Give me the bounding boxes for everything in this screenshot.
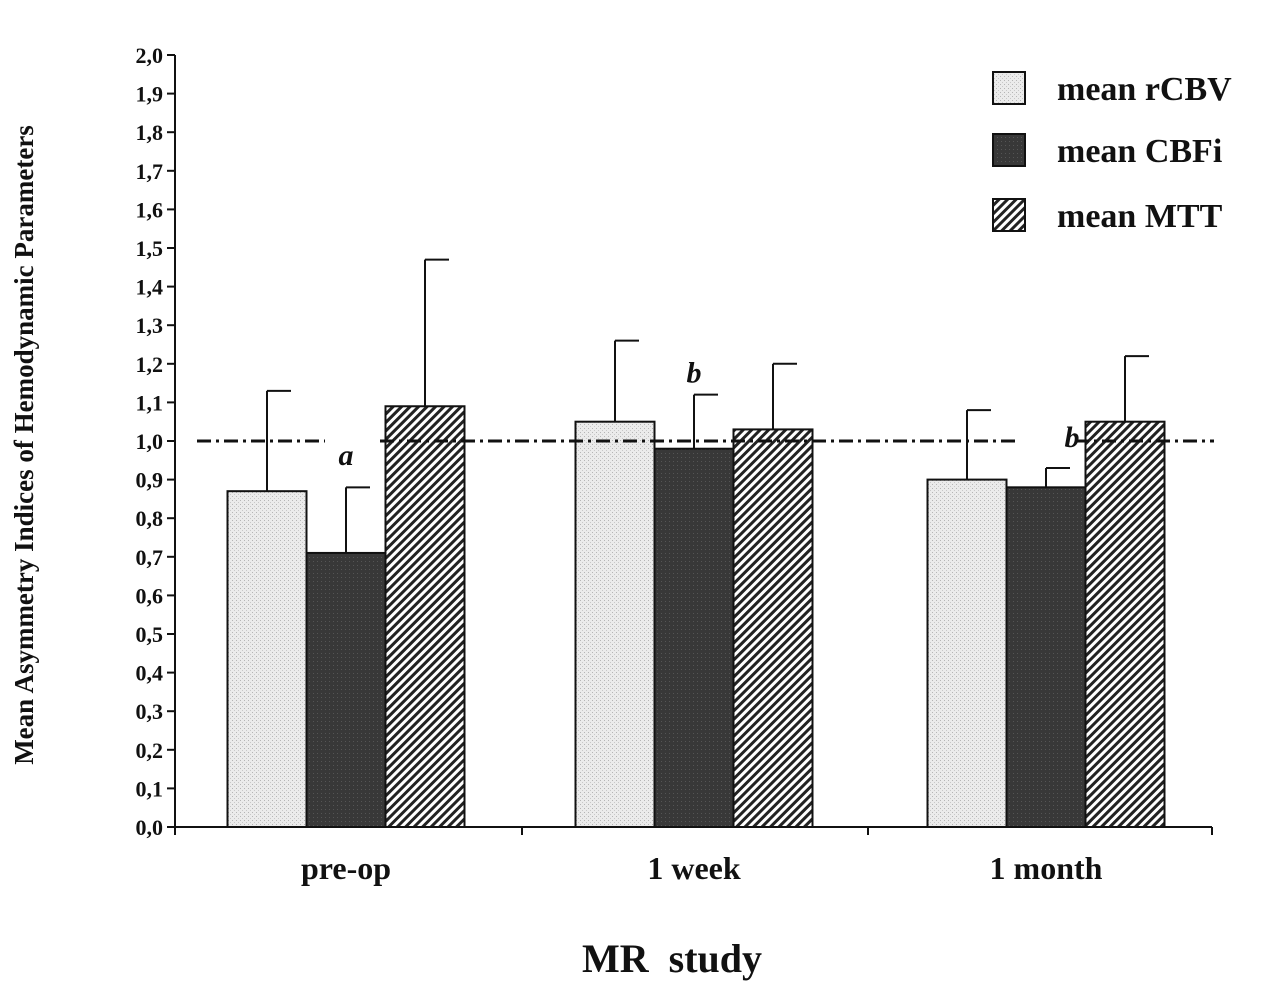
y-tick-label: 0,2	[136, 738, 164, 763]
annotation-label: b	[687, 357, 702, 390]
x-axis-title: MR study	[582, 936, 762, 981]
y-tick-label: 0,5	[136, 622, 164, 647]
y-tick-label: 0,8	[136, 506, 164, 531]
y-tick-label: 0,7	[136, 545, 164, 570]
legend-swatch	[992, 71, 1026, 105]
y-tick-label: 1,1	[136, 390, 164, 415]
annotation-label: b	[1065, 421, 1080, 454]
y-tick-label: 2,0	[136, 43, 164, 68]
x-axis: pre-op 1 week 1 month	[174, 826, 1213, 886]
y-tick-label: 0,3	[136, 699, 164, 724]
x-tick-label: 1 week	[647, 850, 741, 886]
y-tick-label: 0,6	[136, 583, 164, 608]
y-tick-label: 0,9	[136, 468, 164, 493]
bar	[926, 478, 1008, 828]
legend-label: mean rCBV	[1057, 71, 1232, 108]
bar	[226, 490, 308, 828]
y-tick-label: 1,0	[136, 429, 164, 454]
y-tick-label: 1,5	[136, 236, 164, 261]
y-tick-label: 0,1	[136, 776, 164, 801]
legend: mean rCBV mean CBFi mean MTT	[992, 71, 1232, 235]
bar	[732, 428, 814, 828]
legend-swatch	[992, 133, 1026, 167]
legend-swatch	[992, 198, 1026, 232]
y-tick-label: 1,7	[136, 159, 164, 184]
bar	[574, 420, 656, 828]
y-tick-label: 0,4	[136, 661, 164, 686]
y-tick-label: 1,6	[136, 197, 164, 222]
y-tick-label: 1,3	[136, 313, 164, 338]
legend-label: mean MTT	[1057, 198, 1223, 235]
bar	[1005, 486, 1087, 828]
annotation-label: a	[339, 439, 354, 472]
bars-group	[226, 258, 1166, 828]
bar	[653, 447, 735, 828]
annotations-group: a b b	[339, 357, 1080, 472]
y-tick-label: 1,4	[136, 275, 164, 300]
x-tick-label: pre-op	[301, 850, 391, 886]
y-tick-label: 1,9	[136, 82, 164, 107]
y-axis: 0,0 0,1 0,2 0,3 0,4 0,5 0,6 0,7 0,8 0,9 1,0 1,1 1,2 1…	[136, 43, 176, 840]
bar	[1084, 420, 1166, 828]
bar	[305, 551, 387, 828]
bar	[384, 405, 466, 828]
x-tick-label: 1 month	[990, 850, 1103, 886]
y-tick-label: 0,0	[136, 815, 164, 840]
y-tick-label: 1,8	[136, 120, 164, 145]
y-axis-title: Mean Asymmetry Indices of Hemodynamic Pa…	[9, 125, 39, 765]
legend-label: mean CBFi	[1057, 133, 1222, 170]
y-tick-label: 1,2	[136, 352, 164, 377]
